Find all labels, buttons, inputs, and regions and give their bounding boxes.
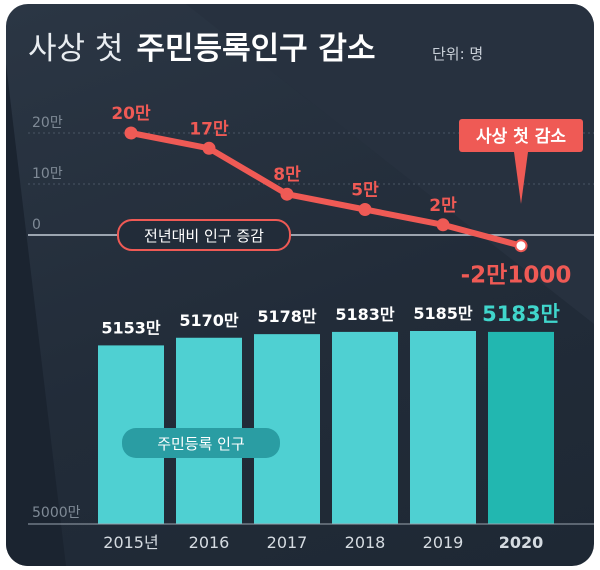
annotation-pointer — [514, 152, 528, 204]
line-value-labels: 20만 17만 8만 5만 2만 -2만1000 — [111, 104, 571, 289]
x-tick-label: 2017 — [267, 533, 308, 552]
line-series-name-pill: 전년대비 인구 증감 — [117, 219, 291, 251]
bar-series — [98, 331, 554, 524]
line-point — [280, 187, 294, 201]
line-point — [436, 218, 450, 232]
annotation-box — [459, 119, 583, 152]
line-y-tick-label: 10만 — [32, 166, 63, 182]
bar — [332, 331, 398, 524]
bar — [488, 331, 554, 524]
bar-value-label: 5183만 — [335, 305, 395, 324]
chart-card: 사상 첫 주민등록인구 감소 단위: 명 20만 10만 0 5153만 5170만 5… — [6, 4, 594, 566]
bar-value-label: 5178만 — [257, 307, 317, 326]
bar-value-label: 5170만 — [179, 311, 239, 330]
line-value-label: -2만1000 — [461, 263, 572, 289]
line-value-label: 2만 — [429, 196, 457, 216]
bar-pill-frame — [122, 428, 280, 458]
x-tick-label: 2018 — [345, 533, 386, 552]
bg-panel-right — [186, 4, 594, 324]
x-tick-label: 2019 — [423, 533, 464, 552]
line-path — [128, 130, 524, 249]
bar-series-name-pill: 주민등록 인구 — [122, 428, 280, 458]
annotation-callout: 사상 첫 감소 — [459, 119, 583, 204]
bar-axis: 5000만 2015년 2016 2017 2018 2019 2020 — [28, 505, 594, 552]
x-tick-label: 2016 — [189, 533, 230, 552]
line-series — [124, 126, 528, 253]
line-series-name: 전년대비 인구 증감 — [144, 227, 264, 245]
line-value-label: 8만 — [273, 165, 301, 185]
bg-panel-left — [6, 64, 66, 566]
bar-series-name: 주민등록 인구 — [157, 435, 245, 453]
bar-value-label: 5183만 — [482, 302, 560, 326]
bar-value-label: 5153만 — [101, 318, 161, 337]
line-value-label: 17만 — [189, 119, 229, 139]
chart-title: 사상 첫 주민등록인구 감소 — [28, 31, 375, 67]
bar-value-label: 5185만 — [413, 304, 473, 323]
bar — [410, 331, 476, 524]
annotation-text: 사상 첫 감소 — [476, 126, 566, 147]
x-tick-label: 2020 — [499, 533, 544, 552]
line-value-label: 5만 — [351, 181, 379, 201]
line-point — [358, 203, 372, 216]
line-y-tick-label: 0 — [32, 217, 41, 233]
title-light: 사상 첫 — [28, 31, 123, 67]
line-pill-frame — [117, 219, 291, 251]
line-point — [514, 239, 528, 253]
line-point — [124, 126, 138, 140]
x-tick-label: 2015년 — [103, 533, 158, 552]
bar-y-tick-label: 5000만 — [32, 505, 81, 521]
line-y-tick-label: 20만 — [32, 115, 63, 131]
bar-value-labels: 5153만 5170만 5178만 5183만 5185만 5183만 — [101, 302, 560, 338]
unit-label: 단위: 명 — [432, 45, 483, 63]
line-point — [202, 141, 216, 155]
line-value-label: 20만 — [111, 104, 151, 124]
title-bold: 주민등록인구 감소 — [137, 31, 376, 67]
